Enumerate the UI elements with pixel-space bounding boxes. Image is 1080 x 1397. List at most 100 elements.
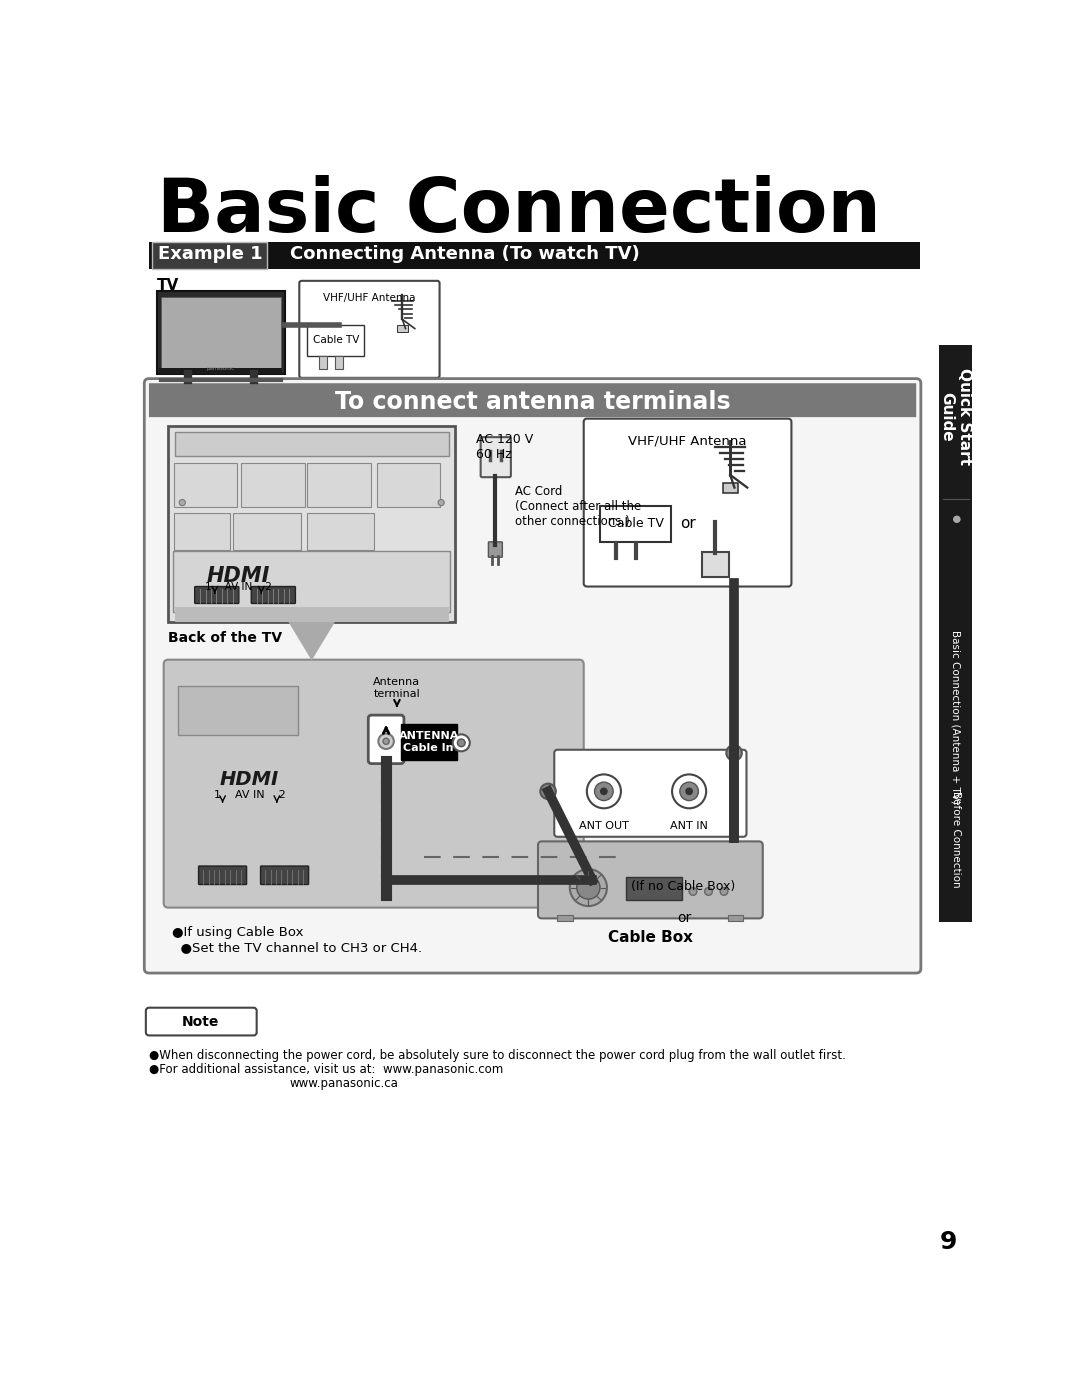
Text: HDMI: HDMI bbox=[220, 770, 280, 789]
FancyBboxPatch shape bbox=[940, 345, 972, 922]
Text: Back of the TV: Back of the TV bbox=[168, 631, 283, 645]
FancyBboxPatch shape bbox=[626, 877, 683, 900]
Text: or: or bbox=[677, 911, 692, 925]
Text: ●If using Cable Box: ●If using Cable Box bbox=[172, 926, 303, 939]
Circle shape bbox=[672, 774, 706, 809]
FancyBboxPatch shape bbox=[168, 426, 455, 622]
Circle shape bbox=[595, 782, 613, 800]
Text: Note: Note bbox=[183, 1014, 219, 1028]
FancyBboxPatch shape bbox=[175, 432, 449, 457]
FancyBboxPatch shape bbox=[299, 281, 440, 377]
Circle shape bbox=[545, 788, 551, 795]
Text: ●: ● bbox=[950, 514, 961, 522]
Circle shape bbox=[381, 778, 391, 788]
Text: TV: TV bbox=[157, 278, 179, 293]
FancyBboxPatch shape bbox=[335, 356, 342, 369]
FancyBboxPatch shape bbox=[401, 725, 457, 760]
FancyBboxPatch shape bbox=[174, 464, 238, 507]
FancyBboxPatch shape bbox=[538, 841, 762, 918]
FancyBboxPatch shape bbox=[728, 915, 743, 921]
Circle shape bbox=[179, 577, 186, 583]
Circle shape bbox=[679, 782, 699, 800]
FancyBboxPatch shape bbox=[173, 550, 450, 612]
FancyBboxPatch shape bbox=[194, 587, 239, 604]
Circle shape bbox=[381, 842, 391, 852]
Circle shape bbox=[570, 869, 607, 907]
Text: Basic Connection (Antenna + TV): Basic Connection (Antenna + TV) bbox=[950, 630, 961, 803]
FancyBboxPatch shape bbox=[152, 242, 267, 270]
Circle shape bbox=[383, 738, 389, 745]
Circle shape bbox=[600, 788, 608, 795]
Circle shape bbox=[685, 788, 693, 795]
Circle shape bbox=[381, 852, 391, 862]
Text: Basic Connection: Basic Connection bbox=[157, 176, 880, 249]
FancyBboxPatch shape bbox=[164, 659, 583, 908]
Text: Connecting Antenna (To watch TV): Connecting Antenna (To watch TV) bbox=[291, 244, 639, 263]
FancyBboxPatch shape bbox=[396, 324, 408, 332]
FancyBboxPatch shape bbox=[149, 242, 920, 270]
Circle shape bbox=[453, 735, 470, 752]
FancyBboxPatch shape bbox=[377, 464, 441, 507]
FancyBboxPatch shape bbox=[149, 383, 916, 418]
Text: 1    AV IN    2: 1 AV IN 2 bbox=[204, 583, 271, 592]
Circle shape bbox=[381, 788, 391, 796]
FancyBboxPatch shape bbox=[488, 542, 502, 557]
Text: 9: 9 bbox=[940, 1231, 958, 1255]
Text: Antenna
terminal: Antenna terminal bbox=[374, 678, 420, 698]
Circle shape bbox=[381, 834, 391, 842]
FancyBboxPatch shape bbox=[174, 513, 230, 549]
Text: Cable TV: Cable TV bbox=[312, 335, 359, 345]
FancyBboxPatch shape bbox=[146, 1007, 257, 1035]
FancyBboxPatch shape bbox=[159, 367, 282, 374]
Text: ANT OUT: ANT OUT bbox=[579, 820, 629, 831]
Circle shape bbox=[381, 870, 391, 880]
Text: ANT IN: ANT IN bbox=[671, 820, 708, 831]
Text: (If no Cable Box): (If no Cable Box) bbox=[631, 880, 735, 893]
FancyBboxPatch shape bbox=[199, 866, 246, 884]
Text: 1    AV IN    2: 1 AV IN 2 bbox=[214, 791, 285, 800]
Circle shape bbox=[458, 739, 465, 746]
Circle shape bbox=[577, 876, 600, 900]
FancyBboxPatch shape bbox=[161, 298, 281, 369]
Circle shape bbox=[381, 824, 391, 834]
FancyBboxPatch shape bbox=[145, 379, 921, 974]
Text: Quick Start
Guide: Quick Start Guide bbox=[940, 367, 972, 465]
Circle shape bbox=[727, 745, 742, 760]
Text: ANTENNA
Cable In: ANTENNA Cable In bbox=[399, 731, 459, 753]
Circle shape bbox=[720, 887, 728, 895]
Text: Cable Box: Cable Box bbox=[608, 930, 693, 944]
FancyBboxPatch shape bbox=[583, 419, 792, 587]
FancyBboxPatch shape bbox=[307, 464, 370, 507]
FancyBboxPatch shape bbox=[600, 506, 672, 542]
Text: VHF/UHF Antenna: VHF/UHF Antenna bbox=[629, 434, 747, 447]
Circle shape bbox=[438, 577, 444, 583]
Circle shape bbox=[381, 880, 391, 888]
FancyBboxPatch shape bbox=[702, 552, 729, 577]
FancyBboxPatch shape bbox=[178, 686, 298, 735]
Circle shape bbox=[586, 774, 621, 809]
Text: or: or bbox=[679, 515, 696, 531]
FancyBboxPatch shape bbox=[481, 437, 511, 478]
Text: Example 1: Example 1 bbox=[159, 244, 262, 263]
Text: ●When disconnecting the power cord, be absolutely sure to disconnect the power c: ●When disconnecting the power cord, be a… bbox=[149, 1049, 846, 1062]
Circle shape bbox=[381, 806, 391, 816]
FancyBboxPatch shape bbox=[252, 587, 296, 604]
Text: Before Connection: Before Connection bbox=[950, 791, 961, 888]
FancyBboxPatch shape bbox=[175, 606, 449, 622]
Text: To connect antenna terminals: To connect antenna terminals bbox=[335, 390, 730, 414]
FancyBboxPatch shape bbox=[233, 513, 301, 549]
Polygon shape bbox=[288, 622, 335, 661]
Circle shape bbox=[704, 887, 713, 895]
FancyBboxPatch shape bbox=[554, 750, 746, 837]
FancyBboxPatch shape bbox=[557, 915, 572, 921]
Text: HDMI: HDMI bbox=[206, 566, 270, 585]
FancyBboxPatch shape bbox=[307, 324, 364, 355]
Text: VHF/UHF Antenna: VHF/UHF Antenna bbox=[323, 293, 416, 303]
FancyBboxPatch shape bbox=[307, 513, 375, 549]
Text: AC 120 V
60 Hz: AC 120 V 60 Hz bbox=[476, 433, 534, 461]
Circle shape bbox=[689, 887, 697, 895]
Circle shape bbox=[381, 862, 391, 870]
Circle shape bbox=[381, 768, 391, 778]
Text: panasonic: panasonic bbox=[206, 366, 234, 372]
FancyBboxPatch shape bbox=[241, 464, 305, 507]
